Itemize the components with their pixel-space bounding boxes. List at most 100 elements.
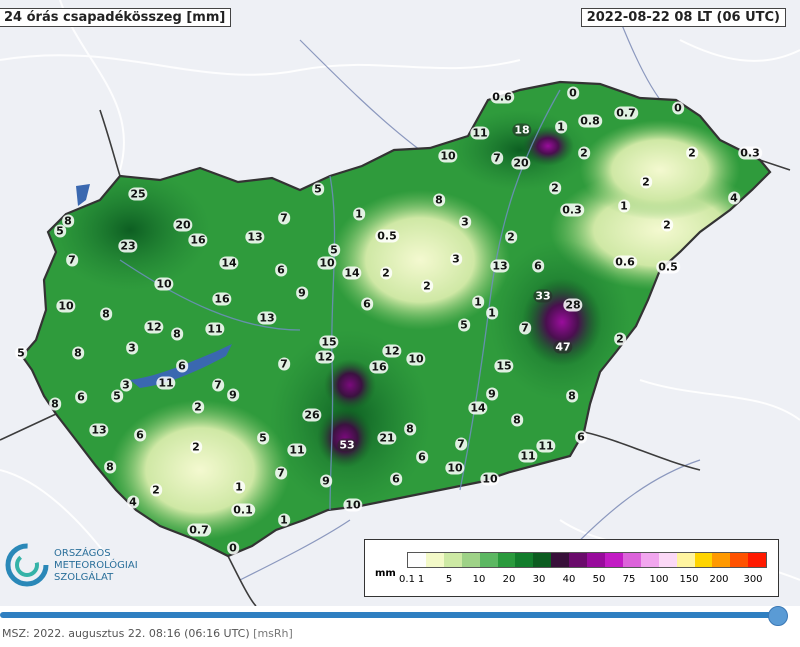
precip-value-label: 20	[511, 156, 531, 170]
precip-value-label: 0.7	[614, 106, 638, 120]
precip-value-label: 2	[549, 181, 561, 195]
precip-value-label: 10	[56, 299, 76, 313]
precip-value-label: 47	[553, 340, 573, 354]
precip-value-label: 8	[171, 327, 183, 341]
precip-value-label: 8	[511, 413, 523, 427]
precip-value-label: 6	[176, 359, 188, 373]
legend-color-swatch	[640, 553, 659, 567]
precip-value-label: 2	[190, 440, 202, 454]
precip-value-label: 20	[173, 218, 193, 232]
precip-value-label: 5	[257, 431, 269, 445]
precip-value-label: 2	[686, 146, 698, 160]
precip-value-label: 1	[353, 207, 365, 221]
precip-value-label: 7	[278, 211, 290, 225]
precip-value-label: 16	[212, 292, 232, 306]
precip-value-label: 0.6	[490, 90, 514, 104]
precip-value-label: 5	[458, 318, 470, 332]
precip-value-label: 21	[377, 431, 397, 445]
precip-value-label: 2	[421, 279, 433, 293]
legend-color-swatch	[676, 553, 695, 567]
precip-value-label: 7	[275, 466, 287, 480]
precip-value-label: 10	[480, 472, 500, 486]
precip-value-label: 11	[205, 322, 225, 336]
logo-text: ORSZÁGOS METEOROLÓGIAI SZOLGÁLAT	[54, 548, 138, 584]
precip-value-label: 2	[192, 400, 204, 414]
precip-value-label: 18	[512, 123, 532, 137]
precip-value-label: 8	[72, 346, 84, 360]
precip-value-label: 8	[62, 214, 74, 228]
precip-value-label: 1	[278, 513, 290, 527]
precip-value-label: 5	[15, 346, 27, 360]
legend-color-swatch	[748, 553, 767, 567]
precip-value-label: 10	[445, 461, 465, 475]
legend-color-swatch	[425, 553, 444, 567]
map-title: 24 órás csapadékösszeg [mm]	[0, 8, 232, 27]
precip-value-label: 9	[486, 387, 498, 401]
legend-tick-label: 1	[417, 574, 425, 585]
precip-value-label: 8	[104, 460, 116, 474]
time-slider-track[interactable]	[0, 612, 776, 618]
precip-value-label: 12	[144, 320, 164, 334]
legend-color-swatch	[569, 553, 588, 567]
legend-color-swatch	[497, 553, 516, 567]
precip-value-label: 1	[486, 306, 498, 320]
precip-value-label: 6	[532, 259, 544, 273]
legend-tick-label: 30	[532, 574, 546, 585]
logo-line-2: METEOROLÓGIAI	[54, 560, 138, 571]
precip-value-label: 7	[455, 437, 467, 451]
precip-value-label: 2	[380, 266, 392, 280]
legend-tick-label: 5	[445, 574, 453, 585]
precip-value-label: 5	[312, 182, 324, 196]
precip-value-label: 0	[567, 86, 579, 100]
legend-unit: mm	[375, 568, 396, 579]
legend-color-swatch	[479, 553, 498, 567]
precip-value-label: 6	[134, 428, 146, 442]
precip-value-label: 0.8	[578, 114, 602, 128]
precip-value-label: 2	[640, 175, 652, 189]
precip-value-label: 11	[536, 439, 556, 453]
precip-value-label: 25	[128, 187, 148, 201]
precip-value-label: 15	[319, 335, 339, 349]
precip-value-label: 3	[459, 215, 471, 229]
legend-color-bar	[407, 552, 767, 568]
lake-ferto	[76, 184, 90, 206]
precip-value-label: 1	[555, 120, 567, 134]
legend-color-swatch	[658, 553, 677, 567]
legend-color-swatch	[408, 553, 426, 567]
precip-value-label: 4	[127, 495, 139, 509]
precip-value-label: 11	[470, 126, 490, 140]
legend-color-swatch	[622, 553, 641, 567]
caption: MSZ: 2022. augusztus 22. 08:16 (06:16 UT…	[2, 627, 293, 640]
precip-value-label: 3	[126, 341, 138, 355]
precip-value-label: 13	[490, 259, 510, 273]
precip-value-label: 2	[150, 483, 162, 497]
precip-value-label: 26	[302, 408, 322, 422]
precip-value-label: 53	[337, 438, 357, 452]
caption-unit: [msRh]	[253, 627, 293, 640]
precip-value-label: 3	[120, 378, 132, 392]
precip-value-label: 11	[518, 449, 538, 463]
precip-value-label: 11	[156, 376, 176, 390]
precip-value-label: 6	[416, 450, 428, 464]
precip-value-label: 8	[49, 397, 61, 411]
precip-value-label: 10	[317, 256, 337, 270]
time-slider[interactable]	[0, 606, 800, 626]
legend-tick-label: 40	[562, 574, 576, 585]
precip-value-label: 2	[505, 230, 517, 244]
legend-color-swatch	[712, 553, 731, 567]
precip-value-label: 3	[450, 252, 462, 266]
precip-value-label: 8	[433, 193, 445, 207]
time-slider-thumb[interactable]	[768, 606, 788, 626]
precip-value-label: 0	[672, 101, 684, 115]
precip-value-label: 0.3	[560, 203, 584, 217]
caption-text: MSZ: 2022. augusztus 22. 08:16 (06:16 UT…	[2, 627, 250, 640]
precip-value-label: 5	[328, 243, 340, 257]
precip-value-label: 8	[404, 422, 416, 436]
precip-value-label: 0.5	[656, 260, 680, 274]
legend-color-swatch	[587, 553, 605, 567]
legend-color-swatch	[533, 553, 552, 567]
legend-color-swatch	[515, 553, 534, 567]
precip-value-label: 14	[342, 266, 362, 280]
precip-value-label: 10	[343, 498, 363, 512]
legend-tick-label: 100	[649, 574, 669, 585]
